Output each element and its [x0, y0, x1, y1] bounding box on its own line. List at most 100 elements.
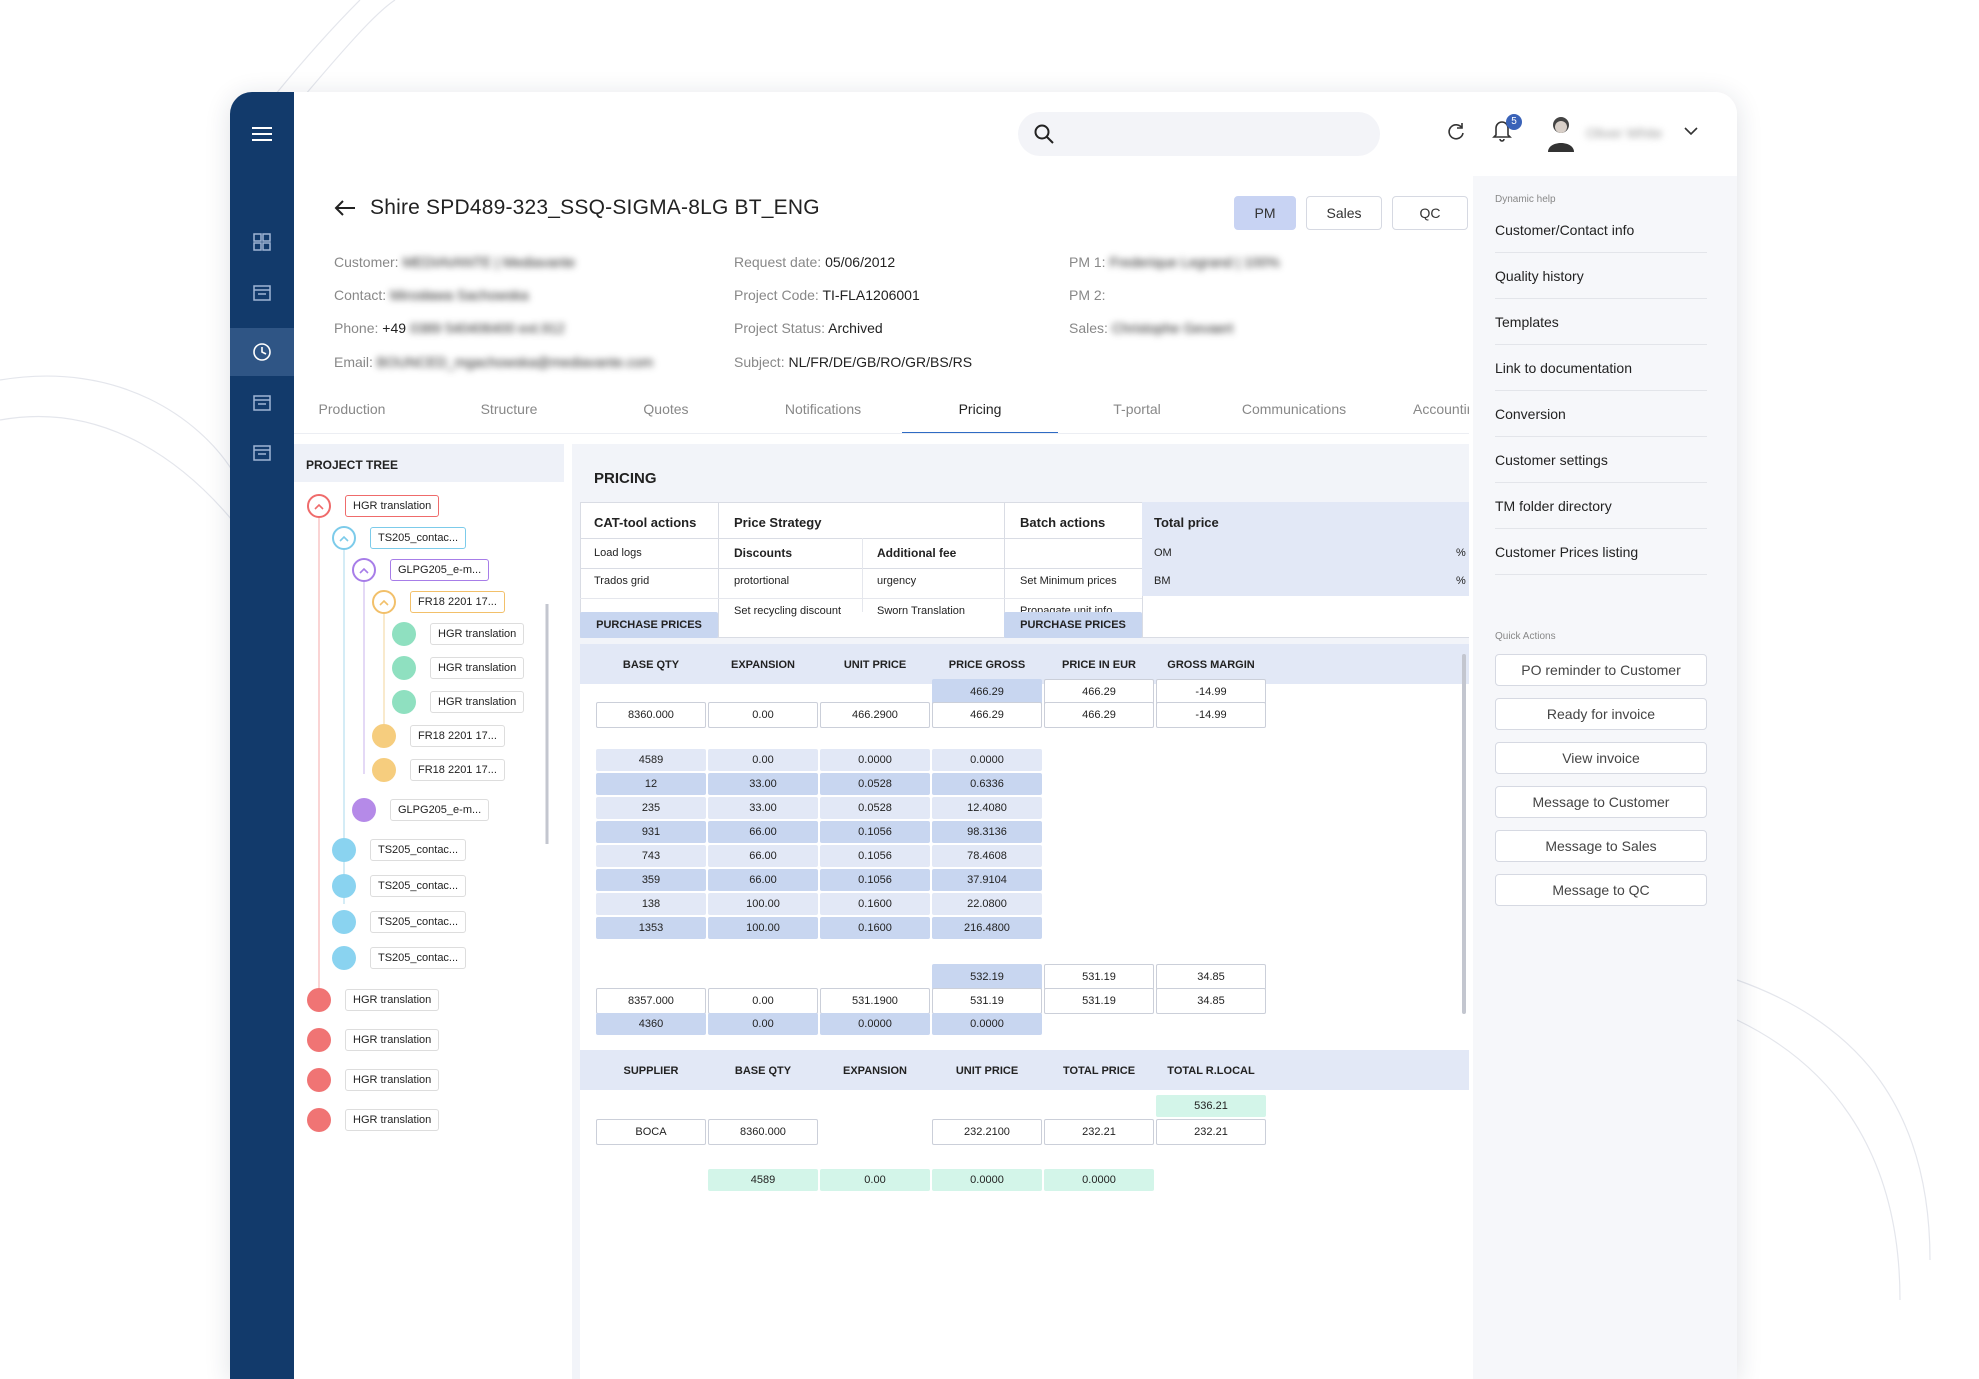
expand-icon[interactable] [307, 1068, 331, 1092]
supplier-cell[interactable]: BOCA [596, 1119, 706, 1145]
tab-accounting[interactable]: Accounting [1413, 401, 1469, 417]
expand-icon[interactable] [332, 946, 356, 970]
role-sales-button[interactable]: Sales [1306, 196, 1382, 230]
schedule-icon[interactable] [230, 378, 294, 426]
price-cell[interactable]: 34.85 [1156, 988, 1266, 1014]
expand-icon[interactable] [352, 798, 376, 822]
tab-structure[interactable]: Structure [480, 401, 538, 417]
help-link[interactable]: Quality history [1495, 268, 1707, 299]
scrollbar[interactable] [1462, 654, 1466, 1014]
tab-pricing[interactable]: Pricing [902, 398, 1058, 433]
message-qc-button[interactable]: Message to QC [1495, 874, 1707, 906]
bell-icon[interactable] [1492, 118, 1512, 142]
help-link[interactable]: TM folder directory [1495, 498, 1707, 529]
purchase-prices-button[interactable]: PURCHASE PRICES [580, 612, 718, 638]
avatar[interactable] [1544, 112, 1578, 152]
price-cell[interactable]: 466.29 [1044, 679, 1154, 705]
price-cell[interactable]: 466.29 [1044, 702, 1154, 728]
price-cell[interactable]: -14.99 [1156, 702, 1266, 728]
tree-node[interactable]: FR18 2201 17... [372, 590, 505, 614]
ready-for-invoice-button[interactable]: Ready for invoice [1495, 698, 1707, 730]
set-minimum-prices-action[interactable]: Set Minimum prices [1020, 575, 1117, 587]
tree-node[interactable]: HGR translation [307, 1028, 440, 1052]
tab-t-portal[interactable]: T-portal [1113, 401, 1161, 417]
tab-quotes[interactable]: Quotes [643, 401, 689, 417]
view-invoice-button[interactable]: View invoice [1495, 742, 1707, 774]
supplier-cell[interactable]: 232.21 [1044, 1119, 1154, 1145]
price-cell[interactable]: 466.2900 [820, 702, 930, 728]
sworn-translation-fee[interactable]: Sworn Translation [877, 605, 966, 617]
role-qc-button[interactable]: QC [1392, 196, 1468, 230]
help-link[interactable]: Link to documentation [1495, 360, 1707, 391]
back-arrow-icon[interactable] [334, 199, 356, 217]
tree-node[interactable]: TS205_contac... [332, 526, 467, 550]
load-logs-action[interactable]: Load logs [594, 547, 642, 559]
menu-icon[interactable] [230, 110, 294, 158]
search-box[interactable] [1018, 112, 1380, 156]
tree-node[interactable]: HGR translation [307, 1108, 440, 1132]
price-cell[interactable]: 8360.000 [596, 702, 706, 728]
refresh-icon[interactable] [1446, 122, 1466, 142]
tree-node[interactable]: HGR translation [392, 690, 525, 714]
tree-node[interactable]: HGR translation [392, 622, 525, 646]
expand-icon[interactable] [372, 724, 396, 748]
supplier-cell[interactable]: 232.2100 [932, 1119, 1042, 1145]
tree-node[interactable]: HGR translation [307, 494, 440, 518]
expand-icon[interactable] [307, 1108, 331, 1132]
collapse-icon[interactable] [352, 558, 376, 582]
search-input[interactable] [1066, 120, 1366, 148]
tree-node[interactable]: HGR translation [392, 656, 525, 680]
po-reminder-button[interactable]: PO reminder to Customer [1495, 654, 1707, 686]
tree-node[interactable]: HGR translation [307, 988, 440, 1012]
help-link[interactable]: Customer settings [1495, 452, 1707, 483]
collapse-icon[interactable] [307, 494, 331, 518]
help-link[interactable]: Templates [1495, 314, 1707, 345]
tab-communications[interactable]: Communications [1241, 401, 1347, 417]
price-cell[interactable]: 531.19 [932, 988, 1042, 1014]
help-link[interactable]: Customer Prices listing [1495, 544, 1707, 575]
price-cell[interactable]: 531.19 [1044, 988, 1154, 1014]
expand-icon[interactable] [332, 874, 356, 898]
protortional-discount[interactable]: protortional [734, 575, 790, 587]
tree-node[interactable]: FR18 2201 17... [372, 724, 505, 748]
tree-node[interactable]: TS205_contac... [332, 910, 467, 934]
price-cell[interactable]: 531.19 [1044, 964, 1154, 990]
price-cell[interactable]: 0.00 [708, 988, 818, 1014]
tree-node[interactable]: HGR translation [307, 1068, 440, 1092]
tree-node[interactable]: GLPG205_e-m... [352, 798, 490, 822]
tree-node[interactable]: TS205_contac... [332, 874, 467, 898]
trados-grid-action[interactable]: Trados grid [594, 575, 650, 587]
clock-icon[interactable] [230, 328, 294, 376]
price-cell[interactable]: 531.1900 [820, 988, 930, 1014]
supplier-cell[interactable]: 8360.000 [708, 1119, 818, 1145]
tab-production[interactable]: Production [318, 401, 386, 417]
message-sales-button[interactable]: Message to Sales [1495, 830, 1707, 862]
planner-icon[interactable] [230, 428, 294, 476]
collapse-icon[interactable] [332, 526, 356, 550]
chevron-down-icon[interactable] [1684, 126, 1698, 136]
purchase-prices-batch-button[interactable]: PURCHASE PRICES [1004, 612, 1142, 638]
expand-icon[interactable] [307, 988, 331, 1012]
role-pm-button[interactable]: PM [1234, 196, 1296, 230]
expand-icon[interactable] [332, 838, 356, 862]
expand-icon[interactable] [372, 758, 396, 782]
tree-node[interactable]: TS205_contac... [332, 946, 467, 970]
tab-notifications[interactable]: Notifications [784, 401, 862, 417]
recycling-discount-action[interactable]: Set recycling discount [734, 605, 841, 617]
price-cell[interactable]: 0.00 [708, 702, 818, 728]
price-cell[interactable]: 8357.000 [596, 988, 706, 1014]
supplier-cell[interactable]: 232.21 [1156, 1119, 1266, 1145]
price-cell[interactable]: 34.85 [1156, 964, 1266, 990]
tree-node[interactable]: TS205_contac... [332, 838, 467, 862]
user-name[interactable]: Oliver White [1586, 125, 1663, 141]
message-customer-button[interactable]: Message to Customer [1495, 786, 1707, 818]
dashboard-icon[interactable] [230, 218, 294, 266]
urgency-fee[interactable]: urgency [877, 575, 917, 587]
tree-node[interactable]: GLPG205_e-m... [352, 558, 490, 582]
collapse-icon[interactable] [372, 590, 396, 614]
expand-icon[interactable] [332, 910, 356, 934]
expand-icon[interactable] [307, 1028, 331, 1052]
price-cell[interactable]: 466.29 [932, 702, 1042, 728]
help-link[interactable]: Customer/Contact info [1495, 222, 1707, 253]
help-link[interactable]: Conversion [1495, 406, 1707, 437]
